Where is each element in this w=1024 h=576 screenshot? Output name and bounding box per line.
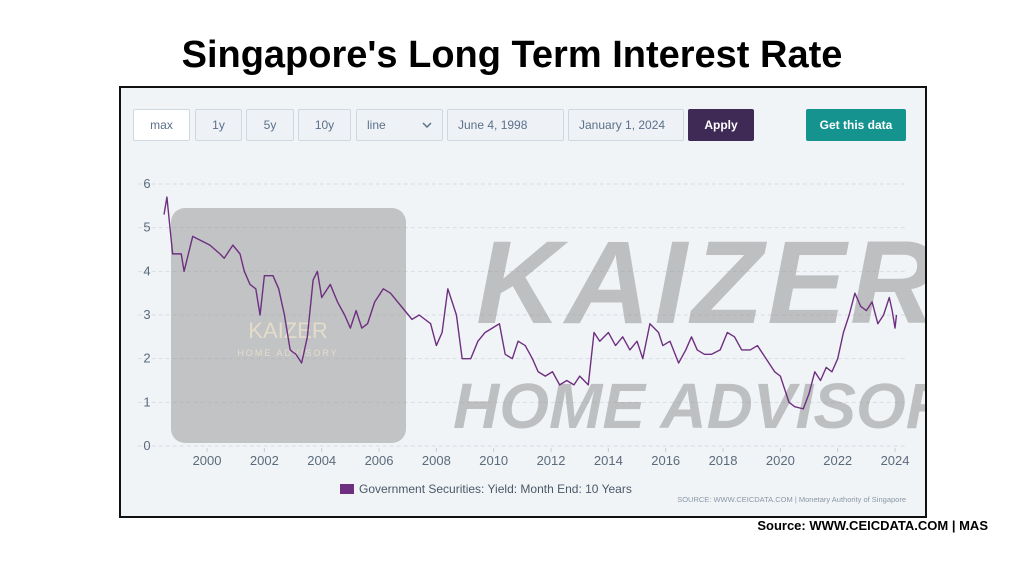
range-button[interactable]: 1y <box>195 109 242 141</box>
x-tick-label: 2012 <box>537 453 566 468</box>
x-tick-label: 2024 <box>881 453 910 468</box>
select-value: line <box>367 118 386 132</box>
chart-panel: max 1y 5y 10y line June 4, 1998 January … <box>119 86 927 518</box>
x-tick-label: 2020 <box>766 453 795 468</box>
range-button[interactable]: 10y <box>298 109 351 141</box>
line-series <box>163 196 898 410</box>
legend-label: Government Securities: Yield: Month End:… <box>359 482 632 496</box>
y-tick-label: 2 <box>143 351 150 366</box>
start-date-input[interactable]: June 4, 1998 <box>447 109 564 141</box>
range-button[interactable]: 5y <box>246 109 294 141</box>
footer-source: Source: WWW.CEICDATA.COM | MAS <box>757 518 988 533</box>
x-tick-label: 2018 <box>709 453 738 468</box>
x-tick-label: 2010 <box>479 453 508 468</box>
chart-type-select[interactable]: line <box>356 109 443 141</box>
x-tick-label: 2006 <box>365 453 394 468</box>
end-date-input[interactable]: January 1, 2024 <box>568 109 684 141</box>
x-tick-label: 2014 <box>594 453 623 468</box>
legend-swatch <box>340 484 354 494</box>
watermark-logo-sub: HOME ADVISORY <box>237 348 338 358</box>
y-tick-label: 1 <box>143 394 150 409</box>
x-tick-label: 2000 <box>193 453 222 468</box>
chart-source: SOURCE: WWW.CEICDATA.COM | Monetary Auth… <box>677 495 906 504</box>
chart: KAIZER HOME ADVISORY KAIZER HOME ADVISOR… <box>137 176 925 504</box>
x-tick-label: 2002 <box>250 453 279 468</box>
range-button[interactable]: max <box>133 109 190 141</box>
apply-button[interactable]: Apply <box>688 109 754 141</box>
x-tick-label: 2016 <box>651 453 680 468</box>
y-tick-label: 6 <box>143 176 150 191</box>
y-tick-label: 3 <box>143 307 150 322</box>
y-tick-label: 4 <box>143 263 150 278</box>
y-tick-label: 0 <box>143 438 150 453</box>
x-tick-label: 2022 <box>823 453 852 468</box>
x-tick-label: 2008 <box>422 453 451 468</box>
chevron <box>422 122 432 128</box>
watermark-brand: KAIZER <box>476 217 925 349</box>
watermark-logo-box <box>171 208 406 443</box>
x-tick-label: 2004 <box>307 453 336 468</box>
get-data-button[interactable]: Get this data <box>806 109 906 141</box>
page-title: Singapore's Long Term Interest Rate <box>181 34 843 76</box>
watermark-brand-line2: HOME ADVISORY <box>453 370 925 442</box>
y-tick-label: 5 <box>143 220 150 235</box>
